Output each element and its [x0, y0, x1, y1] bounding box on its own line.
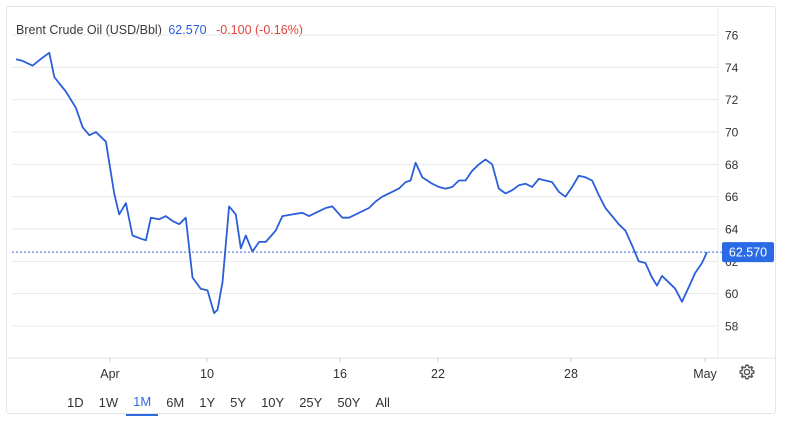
last-price-tag: 62.570: [722, 242, 774, 263]
x-tick-label: May: [693, 367, 717, 381]
range-button-1w[interactable]: 1W: [98, 395, 119, 410]
instrument-change: -0.100 (-0.16%): [216, 23, 303, 37]
x-axis: Apr 10 16 22 28 May: [100, 358, 718, 381]
y-axis: 58606264666870727476: [725, 29, 739, 334]
y-tick-label: 74: [725, 61, 739, 75]
range-button-1y[interactable]: 1Y: [199, 395, 216, 410]
chart-legend: Brent Crude Oil (USD/Bbl) 62.570 -0.100 …: [16, 23, 303, 37]
instrument-price: 62.570: [168, 23, 207, 37]
y-tick-label: 76: [725, 29, 739, 43]
range-button-50y[interactable]: 50Y: [337, 395, 361, 410]
y-tick-label: 64: [725, 223, 739, 237]
series-line: [15, 51, 708, 314]
last-price-tag-bg: [722, 242, 774, 263]
x-tick-label: 16: [333, 367, 347, 381]
range-button-10y[interactable]: 10Y: [261, 395, 285, 410]
gear-icon[interactable]: [737, 362, 757, 382]
y-tick-label: 66: [725, 190, 739, 204]
chart-grid: [6, 8, 776, 359]
range-button-1m[interactable]: 1M: [126, 390, 159, 416]
y-tick-label: 60: [725, 287, 739, 301]
range-button-1d[interactable]: 1D: [67, 395, 84, 410]
x-tick-label: Apr: [100, 367, 119, 381]
instrument-name: Brent Crude Oil (USD/Bbl): [16, 23, 162, 37]
last-price-tag-label: 62.570: [729, 246, 767, 260]
range-button-25y[interactable]: 25Y: [299, 395, 323, 410]
x-tick-label: 10: [200, 367, 214, 381]
x-tick-label: 28: [564, 367, 578, 381]
y-tick-label: 58: [725, 320, 739, 334]
range-button-all[interactable]: All: [375, 395, 390, 410]
range-button-6m[interactable]: 6M: [166, 395, 185, 410]
x-tick-label: 22: [431, 367, 445, 381]
chart-panel: [6, 6, 776, 414]
y-tick-label: 72: [725, 93, 739, 107]
y-tick-label: 68: [725, 158, 739, 172]
y-tick-label: 70: [725, 126, 739, 140]
range-button-5y[interactable]: 5Y: [230, 395, 247, 410]
range-selector: 1D 1W 1M 6M 1Y 5Y 10Y 25Y 50Y All: [60, 388, 398, 418]
